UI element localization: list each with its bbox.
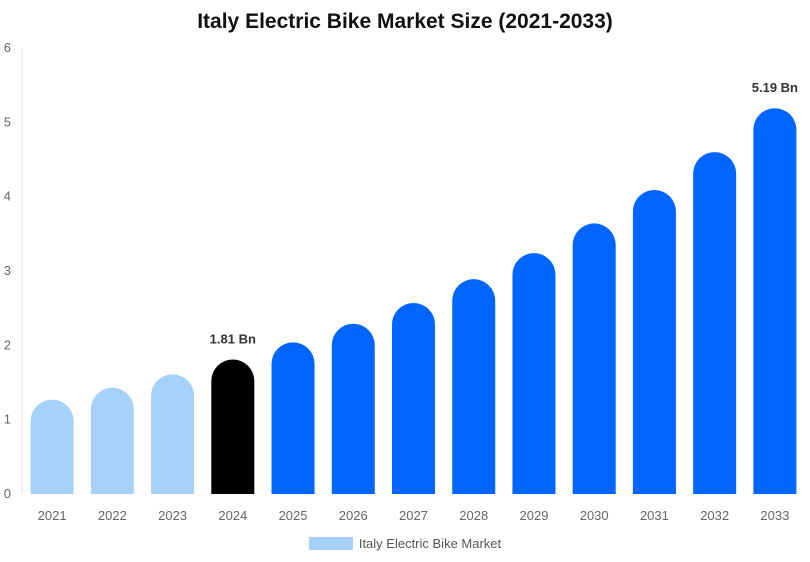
- y-tick-label: 5: [4, 114, 11, 129]
- legend-swatch: [308, 537, 353, 550]
- x-tick-label: 2030: [580, 508, 609, 523]
- bar-2027: [392, 302, 435, 494]
- x-tick-label: 2023: [158, 508, 187, 523]
- bar-2033: [753, 108, 797, 495]
- x-tick-label: 2028: [459, 508, 488, 523]
- bar-2021: [30, 399, 74, 494]
- data-label-2033: 5.19 Bn: [752, 80, 798, 95]
- x-tick-label: 2027: [399, 508, 428, 523]
- x-tick-label: 2029: [520, 508, 549, 523]
- y-tick-label: 0: [4, 486, 11, 501]
- legend-label: Italy Electric Bike Market: [358, 536, 502, 551]
- y-tick-label: 2: [4, 337, 11, 352]
- bar-2026: [331, 323, 375, 494]
- x-tick-label: 2021: [38, 508, 67, 523]
- bar-2029: [512, 253, 556, 494]
- bar-2031: [632, 189, 676, 494]
- x-tick-label: 2024: [218, 508, 247, 523]
- chart-title: Italy Electric Bike Market Size (2021-20…: [197, 10, 613, 33]
- x-tick-label: 2031: [640, 508, 669, 523]
- x-tick-label: 2032: [700, 508, 729, 523]
- bar-2024: [211, 359, 255, 494]
- bar-2025: [271, 342, 315, 494]
- bar-2030: [572, 223, 616, 494]
- bar-2032: [693, 152, 737, 495]
- y-tick-label: 4: [4, 189, 11, 204]
- x-tick-label: 2022: [98, 508, 127, 523]
- bar-2023: [151, 374, 195, 494]
- x-tick-label: 2033: [760, 508, 789, 523]
- bar-2022: [90, 387, 134, 494]
- legend: Italy Electric Bike Market: [0, 536, 810, 551]
- bar-2028: [452, 279, 496, 494]
- y-tick-label: 3: [4, 263, 11, 278]
- y-tick-label: 6: [4, 40, 11, 55]
- data-label-2024: 1.81 Bn: [210, 331, 256, 346]
- x-tick-label: 2026: [339, 508, 368, 523]
- y-tick-label: 1: [4, 412, 11, 427]
- x-tick-label: 2025: [279, 508, 308, 523]
